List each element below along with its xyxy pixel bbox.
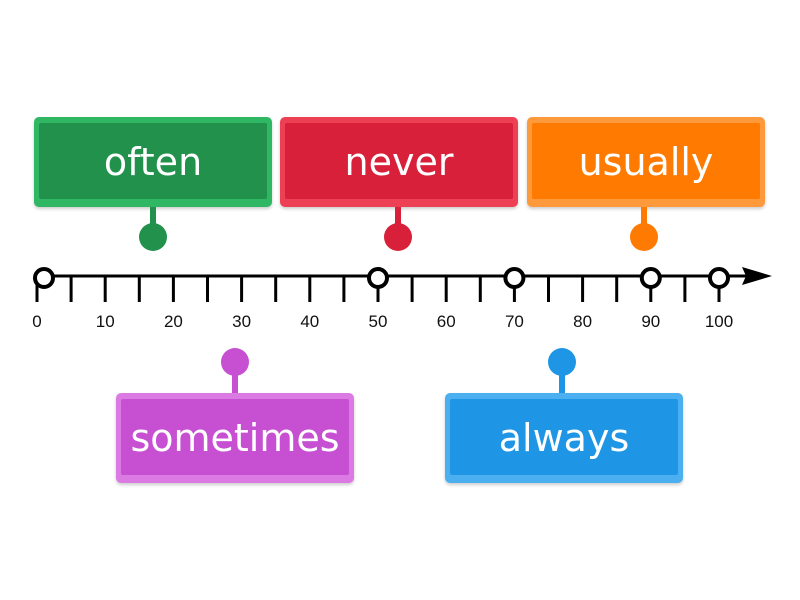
pin-dot [220, 348, 249, 376]
tick-label: 40 [300, 312, 319, 331]
tick-label: 60 [437, 312, 456, 331]
drop-target[interactable] [367, 267, 389, 289]
label-always[interactable]: always [445, 393, 683, 483]
tick-label: 50 [369, 312, 388, 331]
label-never[interactable]: never [280, 117, 518, 207]
label-text: often [103, 140, 203, 184]
pin-stem [149, 207, 156, 227]
arrow-icon [742, 267, 772, 285]
pin-dot [138, 223, 167, 251]
label-text: always [498, 416, 630, 460]
pin-dot [384, 223, 413, 251]
drop-target[interactable] [708, 267, 730, 289]
tick-label: 10 [96, 312, 115, 331]
tick-label: 90 [641, 312, 660, 331]
tick-label: 80 [573, 312, 592, 331]
tick-label: 20 [164, 312, 183, 331]
pin-dot [548, 348, 577, 376]
drop-target[interactable] [33, 267, 55, 289]
label-usually[interactable]: usually [527, 117, 765, 207]
label-sometimes[interactable]: sometimes [116, 393, 354, 483]
label-text: never [344, 140, 454, 184]
tick-label: 70 [505, 312, 524, 331]
label-text: sometimes [130, 416, 340, 460]
pin-stem [231, 370, 238, 393]
drop-target[interactable] [503, 267, 526, 289]
tick-label: 30 [232, 312, 251, 331]
pin-stem [395, 207, 402, 227]
label-text: usually [578, 140, 714, 184]
label-often[interactable]: often [34, 117, 272, 207]
tick-label: 100 [705, 312, 733, 331]
drop-target[interactable] [639, 267, 662, 289]
pin-stem [640, 207, 647, 227]
tick-label: 0 [32, 312, 41, 331]
pin-dot [629, 223, 658, 251]
pin-stem [559, 370, 566, 393]
